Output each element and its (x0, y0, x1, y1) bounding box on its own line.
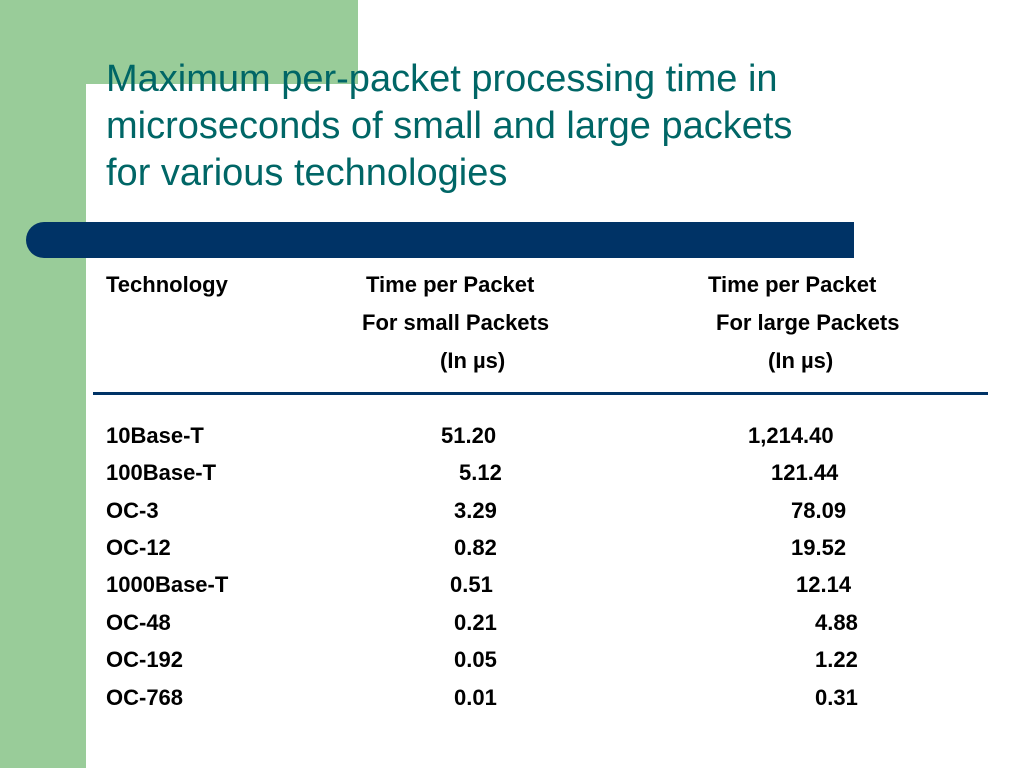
header-small-line-1: Time per Packet (366, 272, 535, 297)
cell-technology: OC-768 (106, 685, 184, 710)
cell-small-time: 0.51 (450, 572, 493, 597)
left-green-strip (0, 0, 86, 768)
cell-large-time: 1,214.40 (748, 423, 834, 448)
cell-technology: OC-48 (106, 610, 171, 635)
slide-title: Maximum per-packet processing time in mi… (106, 56, 986, 197)
cell-technology: OC-192 (106, 647, 184, 672)
title-underline-bar (26, 222, 854, 258)
cell-small-time: 3.29 (454, 498, 497, 523)
cell-small-time: 0.82 (454, 535, 497, 560)
cell-large-time: 0.31 (815, 685, 858, 710)
header-technology: Technology (106, 272, 228, 297)
cell-technology: 10Base-T (106, 423, 204, 448)
cell-small-time: 5.12 (459, 460, 502, 485)
header-large-line-3: (In µs) (768, 348, 834, 373)
cell-large-time: 121.44 (771, 460, 839, 485)
cell-small-time: 0.05 (454, 647, 497, 672)
cell-large-time: 78.09 (791, 498, 847, 523)
cell-technology: OC-3 (106, 498, 159, 523)
cell-small-time: 51.20 (441, 423, 497, 448)
top-green-corner (86, 0, 358, 84)
cell-large-time: 1.22 (815, 647, 858, 672)
cell-small-time: 0.21 (454, 610, 497, 635)
cell-technology: 1000Base-T (106, 572, 229, 597)
cell-technology: OC-12 (106, 535, 171, 560)
cell-small-time: 0.01 (454, 685, 497, 710)
cell-technology: 100Base-T (106, 460, 217, 485)
header-large-line-1: Time per Packet (708, 272, 877, 297)
title-line-1: Maximum per-packet processing time in (106, 58, 778, 100)
title-line-3: for various technologies (106, 152, 508, 194)
title-line-2: microseconds of small and large packets (106, 105, 793, 147)
header-divider (93, 392, 988, 395)
cell-large-time: 4.88 (815, 610, 858, 635)
cell-large-time: 12.14 (796, 572, 852, 597)
header-small-line-2: For small Packets (362, 310, 550, 335)
cell-large-time: 19.52 (791, 535, 847, 560)
header-small-line-3: (In µs) (440, 348, 506, 373)
header-large-line-2: For large Packets (716, 310, 900, 335)
